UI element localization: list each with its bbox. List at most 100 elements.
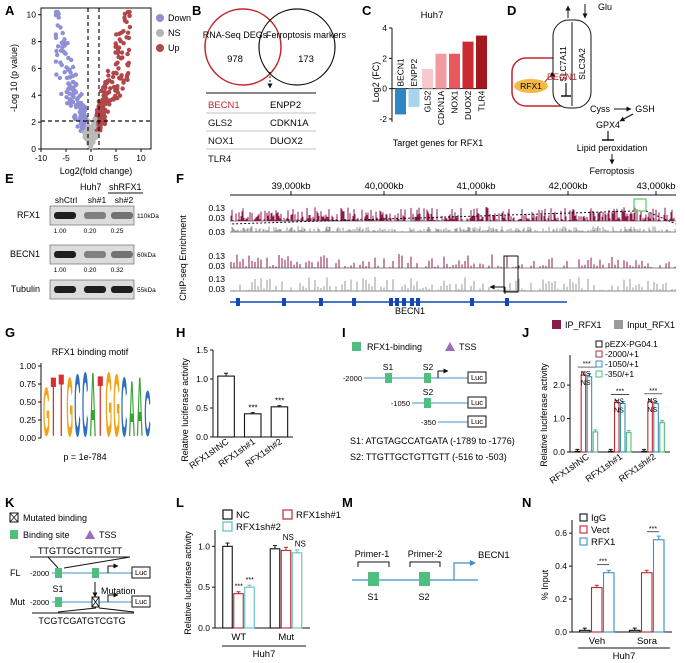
zoom-line-right (645, 210, 677, 225)
legend-label: Vect (591, 525, 610, 536)
ip-track-signal (230, 207, 675, 221)
category-label: CDKN1A (436, 90, 446, 125)
down-point (68, 103, 74, 108)
ns-label: NS (614, 398, 624, 405)
bar-enpp2 (408, 88, 420, 107)
gene-label: BECN1 (478, 550, 510, 561)
down-point (58, 60, 63, 65)
panel-h-ylabel: Relative luciferase activity (180, 358, 190, 462)
exon (395, 298, 399, 306)
site-label: S1 (383, 362, 394, 372)
up-point (127, 24, 133, 30)
construct-start: -1050 (391, 399, 410, 408)
up-point (117, 75, 122, 81)
tss-arrow (453, 562, 472, 580)
down-point (62, 70, 67, 75)
significance: *** (649, 526, 657, 533)
site-label: S2 (423, 362, 434, 372)
bar-sora-1 (640, 572, 653, 633)
slc7a11-label: SLC7A11 (558, 46, 568, 82)
panel-label-f: F (176, 171, 184, 186)
volcano-frame (40, 7, 152, 150)
volcano-xlabel: Log2(fold change) (60, 166, 133, 176)
input-track-signal (231, 226, 676, 232)
blot-label: BECN1 (10, 249, 40, 259)
bar-rfx1sh-2-0 (270, 406, 289, 438)
panel-i-constructs: RFX1-binding TSS -2000 S1 S2 Luc -1050 S… (343, 342, 515, 462)
exon (282, 298, 286, 306)
motif-letter: T (98, 359, 103, 455)
down-point (65, 40, 70, 46)
western-cell: Huh7 (80, 182, 102, 192)
luc-box (467, 415, 487, 428)
motif-tick: 0.50 (19, 397, 36, 407)
motif-tick: 0.00 (19, 433, 36, 443)
legend-label: IgG (591, 513, 606, 524)
legend-swatch (595, 340, 603, 348)
blot-quant: 0.20 (84, 267, 97, 274)
down-point (70, 64, 76, 70)
panel-label-m: M (342, 495, 353, 510)
legend-label: RFX1sh#2 (236, 522, 281, 533)
zoom-box (633, 198, 647, 212)
down-point (64, 65, 69, 70)
down-point (55, 9, 60, 15)
up-point (108, 86, 113, 91)
motif-letter: C (144, 377, 150, 450)
legend-label: -1050/+1 (605, 359, 639, 369)
panel-l-ylabel: Relative luciferase activity (183, 531, 193, 635)
down-point (78, 114, 84, 119)
mut-bracket-right (98, 607, 135, 613)
exon (470, 298, 474, 306)
ns-point (90, 126, 95, 131)
legend-label: RFX1 (591, 537, 615, 548)
blot-band (111, 286, 133, 293)
primer-1: Primer-1 (355, 549, 390, 559)
up-point (122, 11, 128, 17)
legend-ip: IP_RFX1 (565, 320, 602, 330)
down-point (66, 86, 71, 92)
panel-label-e: E (5, 171, 14, 186)
down-point (67, 97, 72, 102)
motif-tick: 1.00 (19, 361, 36, 371)
panel-n-ylabel: % Input (540, 569, 550, 600)
motif-letter: T (59, 357, 64, 456)
panel-d-pathway: SLC7A11 SLC3A2 Glu RFX1 BECN1 Cyss GSH G… (511, 2, 655, 176)
panel-a-volcano: -10 -5 0 5 10 0 2 4 6 8 10 -Log 10 (p value) Log2(… (9, 7, 191, 176)
up-point (124, 19, 129, 25)
y-tick-label: 1.0 (196, 374, 208, 384)
ns-label: NS (581, 380, 591, 387)
bar-duox2 (462, 41, 474, 89)
category-label: Sora (637, 636, 658, 647)
legend-swatch (595, 360, 603, 368)
significance: *** (649, 388, 657, 395)
category-label: ENPP2 (409, 58, 419, 86)
y-tick-label: 2 (31, 117, 36, 127)
sequence-s2: S2: TTGTTGCTGTTGTT (-516 to -503) (350, 452, 507, 462)
gene-cell: TLR4 (208, 154, 231, 165)
legend-label: pEZX-PG04.1 (605, 339, 658, 349)
blot-quant: 1.00 (54, 267, 67, 274)
wt-sequence: TTGTTGCTGTTGTT (38, 546, 122, 556)
luc-box (467, 396, 487, 409)
blot-band (54, 251, 76, 258)
venn-left-title: RNA-Seq DEGs (203, 30, 268, 40)
tss-legend: TSS (99, 530, 117, 540)
track-tick: 0.03 (208, 284, 225, 294)
lane-label: sh#2 (115, 195, 134, 205)
y-tick-label: 0.0 (198, 623, 210, 633)
coordinate-label: 41,000kb (456, 181, 495, 192)
cyss-label: Cyss (590, 104, 610, 114)
significance: *** (246, 577, 254, 584)
panel-c-ylabel: Log2 (FC) (371, 62, 381, 103)
coordinate-label: 40,000kb (364, 181, 403, 192)
gene-table: BECN1 ENPP2 GLS2 CDKN1A NOX1 DUOX2 TLR4 (206, 92, 316, 165)
blot-strip (49, 244, 135, 265)
ns-label: NS (283, 533, 294, 542)
down-point (53, 32, 58, 37)
y-tick-label: 0.0 (196, 432, 208, 442)
bar-sora-0 (628, 629, 641, 633)
x-tick-label: -5 (62, 153, 70, 163)
panel-label-k: K (5, 495, 15, 510)
